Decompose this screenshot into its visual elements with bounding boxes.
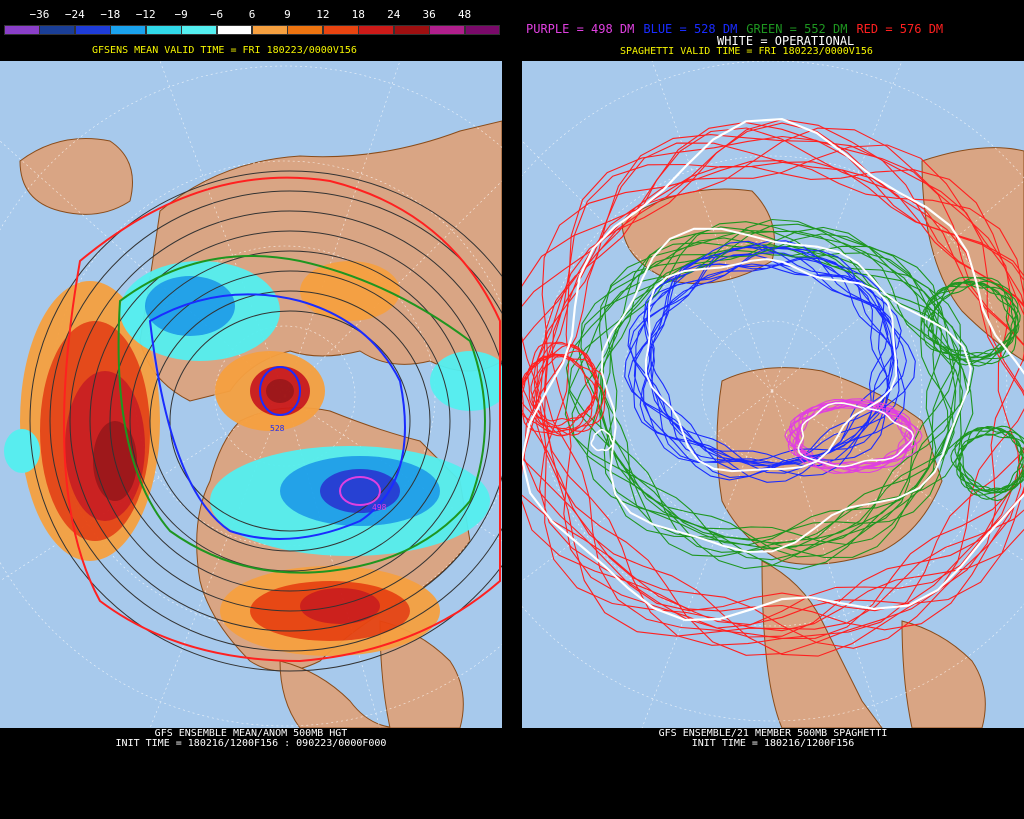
legend-swatch: [181, 25, 218, 35]
legend-swatch: [74, 25, 111, 35]
spaghetti-line: [643, 240, 916, 481]
legend-label: −36: [29, 8, 50, 21]
spaghetti-line: [580, 237, 975, 570]
spaghetti-line: [564, 223, 949, 559]
spaghetti-line: [522, 341, 605, 433]
spaghetti-line: [522, 342, 607, 437]
key-contours: [63, 176, 501, 663]
spaghetti-line: [923, 276, 1019, 363]
spaghetti-line: [522, 117, 1024, 622]
legend-swatch: [252, 25, 288, 35]
blue-legend: BLUE = 528 DM: [643, 22, 738, 36]
contour-label-528: 528: [270, 424, 285, 433]
purple-legend: PURPLE = 498 DM: [526, 22, 635, 36]
spaghetti-line: [954, 427, 1024, 500]
spaghetti-line: [543, 161, 1024, 639]
spaghetti-line: [535, 135, 1024, 637]
legend-label: −6: [209, 8, 224, 21]
legend-label: −18: [100, 8, 121, 21]
green-legend: GREEN = 552 DM: [746, 22, 848, 36]
operational-label: WHITE = OPERATIONAL: [717, 34, 855, 48]
right-panel: WHITE = OPERATIONAL SPAGHETTI VALID TIME…: [522, 0, 1024, 819]
left-map-title: GFSENS MEAN VALID TIME = FRI 180223/0000…: [92, 45, 357, 56]
spaghetti-line: [950, 425, 1024, 502]
legend-label: 24: [387, 8, 401, 21]
legend-swatch: [322, 25, 359, 35]
spaghetti-line: [797, 402, 915, 468]
right-map-title: SPAGHETTI VALID TIME = FRI 180223/0000V1…: [620, 46, 873, 57]
spaghetti-line: [920, 277, 1017, 365]
legend-label: 48: [457, 8, 472, 21]
color-legend: −36 −24 −18 −12 −9 −6 6 9 12 18 24 36 48: [4, 8, 501, 36]
legend-label: 9: [284, 8, 291, 21]
legend-swatch: [358, 25, 395, 35]
panel-divider: [502, 0, 522, 819]
spaghetti-line: [531, 353, 593, 422]
legend-label: 12: [316, 8, 330, 21]
legend-label: −24: [64, 8, 85, 21]
spaghetti-line: [921, 280, 1019, 367]
spaghetti-line: [527, 353, 598, 433]
spaghetti-map: [522, 61, 1024, 728]
graticule: [522, 61, 1024, 728]
legend-swatch: [216, 25, 253, 35]
spaghetti-line: [600, 227, 972, 553]
legend-label: −9: [174, 8, 188, 21]
spaghetti-line: [530, 355, 597, 430]
legend-swatch: [393, 25, 430, 35]
spaghetti-line: [644, 258, 898, 473]
spaghetti-line: [522, 127, 1022, 649]
right-caption-line2: INIT TIME = 180216/1200F156: [691, 738, 855, 749]
legend-swatch: [429, 25, 466, 35]
ensemble-mean-map: 528 498: [0, 61, 502, 728]
legend-label: 6: [248, 8, 256, 21]
spaghetti-line: [532, 353, 596, 427]
left-caption-line2: INIT TIME = 180216/1200F156 : 090223/000…: [115, 738, 387, 749]
legend-swatch: [287, 25, 324, 35]
spaghetti-contours: [522, 117, 1024, 657]
left-caption-line1: GFS ENSEMBLE MEAN/ANOM 500MB HGT: [154, 728, 348, 739]
legend-swatch: [39, 25, 76, 35]
spaghetti-line: [522, 344, 600, 436]
spaghetti-line: [541, 159, 1024, 646]
legend-label: 36: [422, 8, 436, 21]
spaghetti-line: [590, 428, 614, 452]
legend-swatch: [145, 25, 182, 35]
spaghetti-line: [522, 144, 1024, 657]
spaghetti-line: [784, 401, 911, 474]
left-panel: −36 −24 −18 −12 −9 −6 6 9 12 18 24 36 48 GFSENS MEAN…: [0, 0, 502, 819]
contour-label-498: 498: [372, 503, 387, 512]
spaghetti-line: [599, 229, 974, 557]
right-caption-line1: GFS ENSEMBLE/21 MEMBER 500MB SPAGHETTI: [658, 728, 888, 739]
legend-swatch: [4, 25, 40, 35]
legend-swatch: [464, 25, 501, 35]
red-legend: RED = 576 DM: [856, 22, 944, 36]
spaghetti-line: [522, 118, 1024, 631]
spaghetti-line: [551, 142, 1024, 638]
legend-label: 18: [351, 8, 365, 21]
spaghetti-line: [793, 398, 923, 474]
legend-swatch: [110, 25, 147, 35]
legend-label: −12: [135, 8, 156, 21]
height-contours: [29, 170, 502, 672]
spaghetti-legend: PURPLE = 498 DM BLUE = 528 DM GREEN = 552 …: [526, 22, 952, 36]
spaghetti-line: [571, 218, 955, 546]
